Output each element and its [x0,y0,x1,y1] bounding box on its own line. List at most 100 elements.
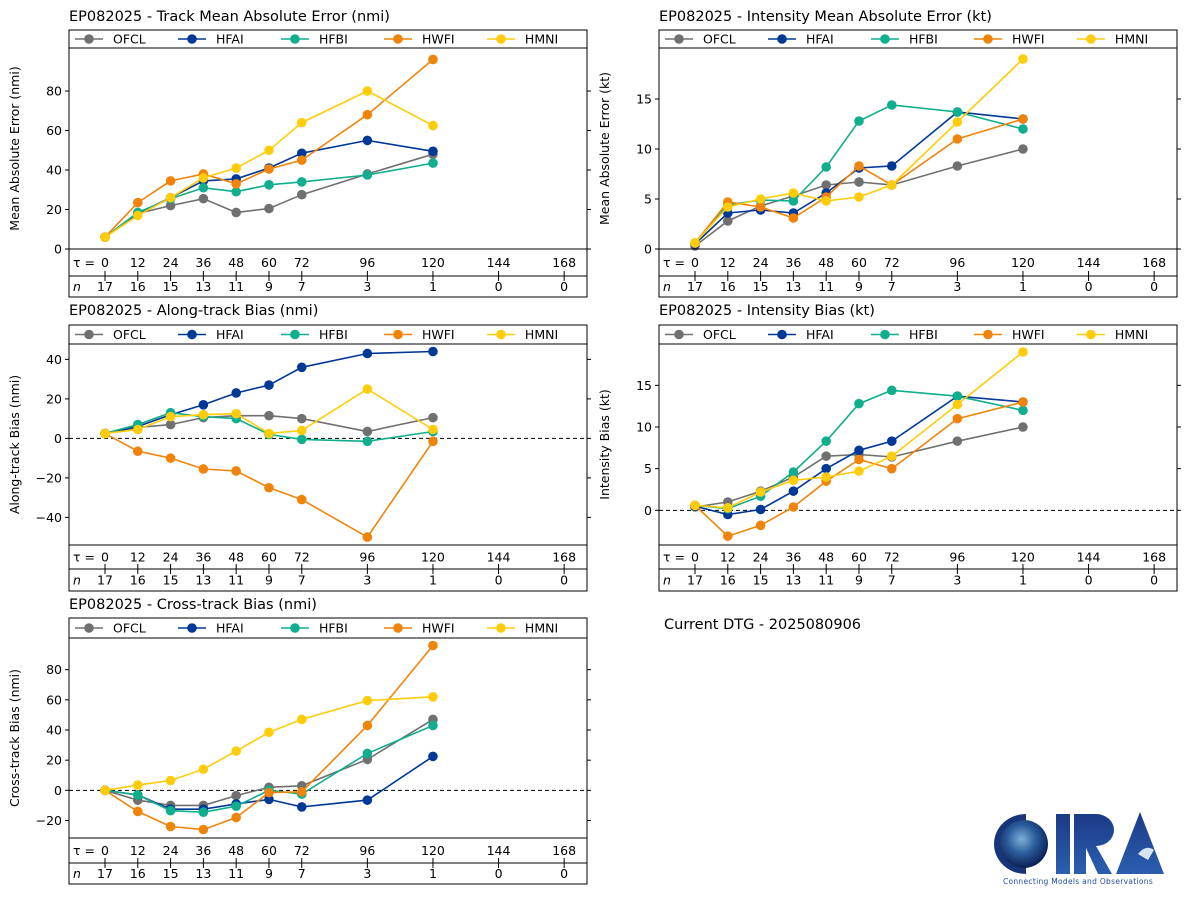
n-count-label: 3 [953,279,961,294]
legend-marker-hwfi [393,623,403,633]
series-hmni [690,54,1028,248]
data-point-ofcl [264,203,274,214]
data-point-hfai [821,463,831,474]
data-point-hfbi [296,177,307,187]
n-count-label: 0 [1085,279,1093,294]
data-point-hmni [821,196,831,206]
data-point-hmni [690,238,700,248]
tau-row-label: τ = [663,550,685,565]
data-point-hwfi [165,821,176,832]
tau-tick-label: 0 [691,255,699,270]
tau-tick-label: 60 [261,550,277,565]
legend: OFCL HFAI HFBI HWFI HMNI [665,327,1148,342]
tau-tick-label: 60 [851,550,867,565]
tau-tick-label: 12 [130,255,146,270]
series-hwfi [100,428,438,542]
data-point-hfai [788,486,799,496]
data-point-hmni [952,117,963,127]
data-point-hmni [165,192,176,203]
legend-label-ofcl: OFCL [703,32,736,47]
series-line-hmni [694,58,1024,244]
data-point-hmni [428,692,438,702]
n-count-label: 15 [753,573,769,588]
legend-label-ofcl: OFCL [113,327,146,342]
data-point-hmni [296,425,307,436]
n-row-label: n [73,573,81,588]
n-count-label: 0 [560,279,568,294]
tau-tick-label: 60 [261,255,277,270]
tau-tick-label: 96 [359,843,375,858]
data-point-hfbi [231,801,241,811]
data-point-ofcl [821,451,831,461]
data-point-ofcl [952,436,963,446]
legend-label-hwfi: HWFI [1012,32,1045,47]
n-count-label: 0 [495,866,503,881]
data-point-hfbi [1018,124,1028,134]
data-point-hmni [165,411,176,422]
legend-marker-hwfi [983,34,993,44]
data-point-hmni [854,466,864,476]
chart-panel-cross-track-bias: EP082025 - Cross-track Bias (nmi) Cross-t… [7,597,591,885]
tau-tick-label: 168 [1142,550,1166,565]
data-point-hwfi [231,179,241,189]
n-count-label: 13 [195,279,211,294]
data-point-hfai [886,436,897,446]
series-hmni [100,384,438,439]
tau-tick-label: 24 [163,255,179,270]
n-count-label: 0 [1085,573,1093,588]
legend-label-ofcl: OFCL [703,327,736,342]
data-point-hwfi [1018,397,1028,407]
tau-tick-label: 72 [884,255,900,270]
data-point-hmni [362,86,373,96]
n-count-label: 0 [495,279,503,294]
data-point-hwfi [296,787,307,797]
data-point-hmni [100,785,110,796]
legend-marker-hfai [187,329,197,340]
data-point-hfai [428,146,438,157]
data-point-hmni [755,487,766,497]
legend-label-hmni: HMNI [1115,327,1148,342]
tau-tick-label: 24 [163,843,179,858]
legend: OFCL HFAI HFBI HWFI HMNI [75,32,558,47]
data-point-hwfi [428,54,438,65]
logo-tagline: Connecting Models and Observations [1003,877,1153,886]
chart-title: EP082025 - Along-track Bias (nmi) [69,303,318,319]
data-point-hfai [264,380,274,390]
y-tick-label: 60 [46,123,62,138]
data-point-hfai [264,794,274,805]
tau-row-label: τ = [663,255,685,270]
data-point-hfbi [952,391,963,401]
n-count-label: 13 [785,279,801,294]
data-point-hfbi [165,805,176,816]
n-count-label: 7 [888,573,896,588]
n-count-label: 11 [228,573,244,588]
data-point-hmni [1018,54,1028,64]
n-row-label: n [663,279,671,294]
y-tick-label: 0 [54,242,62,257]
tau-tick-label: 36 [785,255,801,270]
n-count-label: 15 [163,573,179,588]
axes-frame [68,324,588,592]
data-point-ofcl [264,410,274,421]
legend-marker-hmni [496,329,506,340]
n-count-label: 16 [130,573,146,588]
n-count-label: 9 [265,866,273,881]
y-tick-label: 20 [46,391,62,406]
data-point-hmni [362,384,373,394]
tau-tick-label: 72 [294,255,310,270]
legend-label-hmni: HMNI [525,327,558,342]
tau-tick-label: 144 [487,843,511,858]
y-tick-label: 15 [636,92,652,107]
n-count-label: 15 [163,279,179,294]
n-count-label: 7 [888,279,896,294]
data-point-hmni [296,714,307,725]
legend-marker-hfai [777,34,787,44]
legend-label-hmni: HMNI [1115,32,1148,47]
data-point-hwfi [428,640,438,651]
cira-logo: Connecting Models and Observations [994,812,1164,886]
data-point-hwfi [198,824,209,835]
data-point-hfai [231,388,241,398]
data-point-hfbi [362,170,373,180]
data-point-hwfi [231,466,241,476]
